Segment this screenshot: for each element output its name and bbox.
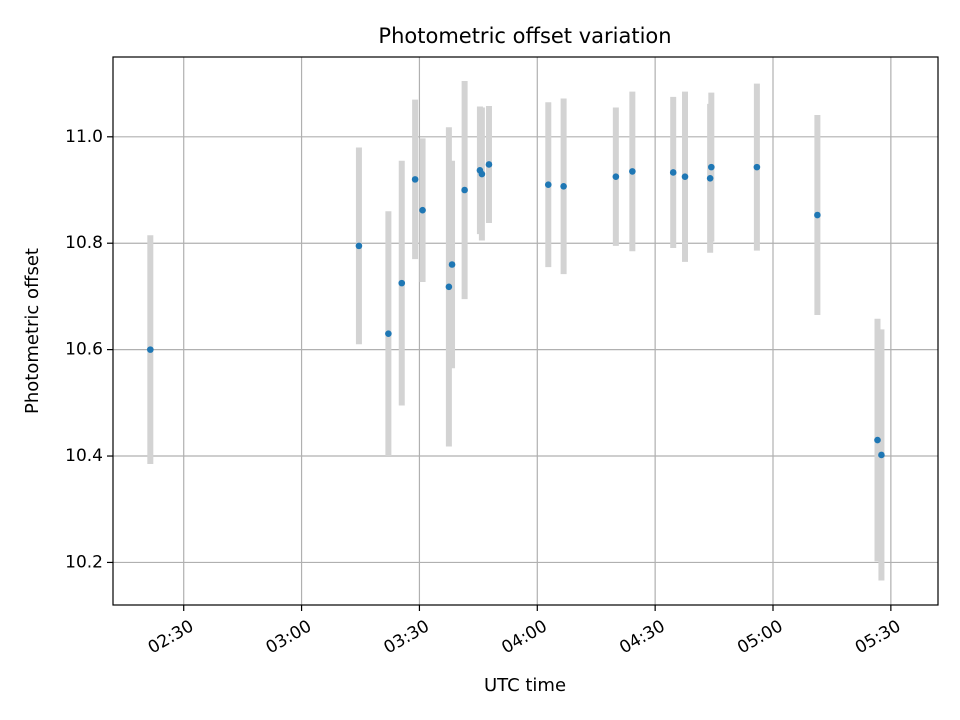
plot-frame <box>112 56 939 606</box>
data-point <box>385 330 392 337</box>
data-point <box>612 173 620 181</box>
data-point <box>681 173 689 181</box>
data-point <box>411 176 419 183</box>
data-point <box>708 163 715 171</box>
data-point <box>398 279 406 287</box>
data-point <box>461 186 468 194</box>
data-point <box>478 170 486 178</box>
y-tick-label: 10.2 <box>65 552 103 572</box>
data-point <box>669 169 677 176</box>
data-point <box>814 211 821 219</box>
data-point <box>560 182 567 190</box>
data-point <box>445 283 453 291</box>
data-point <box>629 168 636 175</box>
data-point <box>485 161 493 168</box>
data-points <box>147 161 885 459</box>
y-tick-label: 10.8 <box>65 233 103 253</box>
y-axis-label: Photometric offset <box>22 248 43 414</box>
data-point <box>355 242 363 250</box>
data-point <box>874 436 881 444</box>
grid <box>113 57 938 605</box>
data-point <box>419 206 426 214</box>
data-point <box>878 451 885 459</box>
data-point <box>544 181 552 188</box>
y-tick-label: 10.4 <box>65 446 103 466</box>
data-point <box>448 261 456 268</box>
data-point <box>753 163 761 171</box>
x-axis-label: UTC time <box>484 675 566 696</box>
data-point <box>147 346 154 353</box>
y-tick-label: 11.0 <box>65 127 103 147</box>
chart-title: Photometric offset variation <box>378 24 671 48</box>
y-tick-label: 10.6 <box>65 340 103 360</box>
data-point <box>706 175 714 182</box>
